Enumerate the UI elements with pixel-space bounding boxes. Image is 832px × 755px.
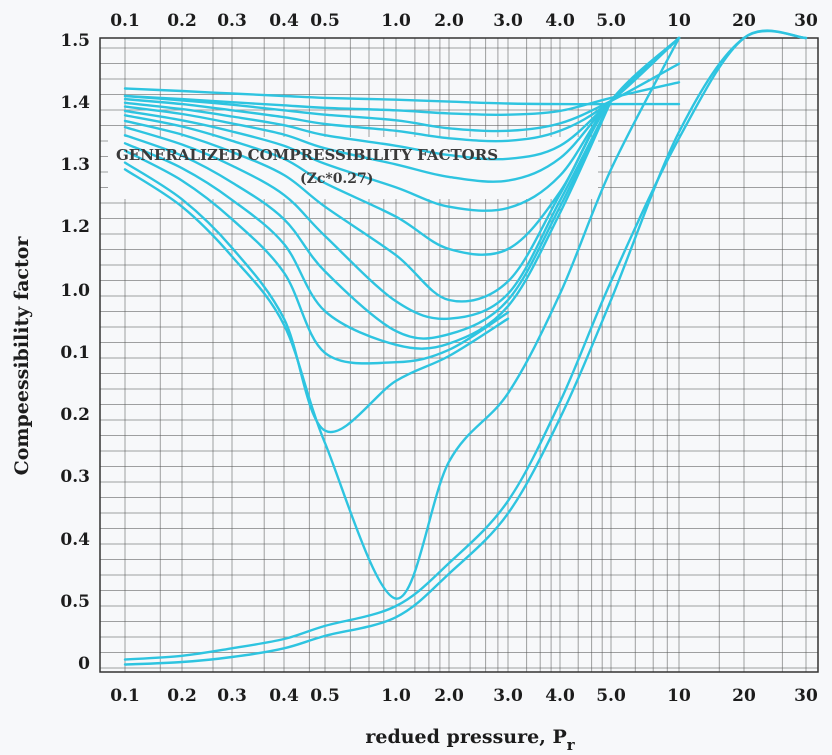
- x-axis-title: redued pressure, Pr: [365, 726, 575, 754]
- y-tick-label: 0: [78, 654, 90, 674]
- chart-subtitle: (Zc*0.27): [300, 171, 373, 187]
- y-tick-label: 0.1: [60, 343, 90, 363]
- x-tick-label-bottom: 4.0: [545, 686, 575, 706]
- compressibility-curve: [123, 36, 681, 600]
- compressibility-curve: [123, 99, 613, 340]
- compressibility-curve: [123, 36, 681, 303]
- compressibility-curve: [123, 36, 681, 212]
- x-tick-label-top: 10: [667, 11, 691, 31]
- x-tick-label-bottom: 0.4: [269, 686, 299, 706]
- x-tick-label-top: 0.4: [269, 11, 299, 31]
- x-tick-label-bottom: 3.0: [493, 686, 523, 706]
- x-tick-label-top: 30: [794, 11, 818, 31]
- x-tick-label-bottom: 1.0: [381, 686, 411, 706]
- compressibility-curve: [123, 36, 681, 161]
- x-tick-label-top: 2.0: [434, 11, 464, 31]
- x-tick-label-top: 0.5: [310, 11, 340, 31]
- x-tick-label-bottom: 2.0: [434, 686, 464, 706]
- x-axis-title-subscript: r: [567, 736, 576, 754]
- x-tick-label-top: 1.0: [381, 11, 411, 31]
- compressibility-curve: [123, 36, 681, 183]
- y-tick-label: 0.5: [60, 592, 90, 612]
- compressibility-curve: [123, 99, 613, 350]
- chart-curves: [123, 29, 808, 666]
- x-tick-label-bottom: 20: [732, 686, 756, 706]
- x-tick-labels-bottom: 0.1 0.2 0.3 0.4 0.5 1.0 2.0 3.0 4.0 5.0 10 20 30: [110, 686, 818, 706]
- x-tick-label-bottom: 0.5: [310, 686, 340, 706]
- x-tick-label-bottom: 0.3: [217, 686, 247, 706]
- x-tick-label-top: 0.2: [167, 11, 197, 31]
- y-tick-label: 1.5: [60, 31, 90, 51]
- x-tick-label-top: 5.0: [596, 11, 626, 31]
- x-tick-label-top: 3.0: [493, 11, 523, 31]
- compressibility-curve: [123, 29, 808, 666]
- y-tick-labels: 1.5 1.4 1.3 1.2 1.0 0.1 0.2 0.3 0.4 0.5 0: [60, 31, 90, 674]
- x-tick-label-bottom: 5.0: [596, 686, 626, 706]
- y-tick-label: 1.3: [60, 155, 90, 175]
- x-tick-label-bottom: 0.2: [167, 686, 197, 706]
- compressibility-curve: [123, 62, 681, 133]
- x-tick-label-top: 20: [732, 11, 756, 31]
- compressibility-curve: [123, 87, 681, 106]
- compressibility-curve: [123, 36, 681, 143]
- y-tick-label: 0.3: [60, 467, 90, 487]
- plot-frame: [99, 37, 819, 673]
- compressibility-curve: [123, 149, 510, 365]
- y-tick-label: 1.4: [60, 93, 90, 113]
- y-axis-title: Compeessibility factor: [11, 236, 33, 476]
- y-tick-label: 0.2: [60, 405, 90, 425]
- x-tick-labels-top: 0.1 0.2 0.3 0.4 0.5 1.0 2.0 3.0 4.0 5.0 10 20 30: [110, 11, 818, 31]
- x-tick-label-top: 0.3: [217, 11, 247, 31]
- x-tick-label-bottom: 30: [794, 686, 818, 706]
- chart-title: GENERALIZED COMPRESSIBILITY FACTORS: [116, 146, 498, 164]
- x-tick-label-bottom: 10: [667, 686, 691, 706]
- y-tick-label: 0.4: [60, 530, 90, 550]
- x-tick-label-bottom: 0.1: [110, 686, 140, 706]
- x-axis-title-main: redued pressure, P: [365, 726, 566, 748]
- y-tick-label: 1.2: [60, 217, 90, 237]
- x-tick-label-top: 4.0: [545, 11, 575, 31]
- y-tick-label: 1.0: [60, 281, 90, 301]
- compressibility-curve: [123, 99, 613, 321]
- x-tick-label-top: 0.1: [110, 11, 140, 31]
- compressibility-curve: [123, 81, 681, 116]
- compressibility-curve: [123, 29, 808, 661]
